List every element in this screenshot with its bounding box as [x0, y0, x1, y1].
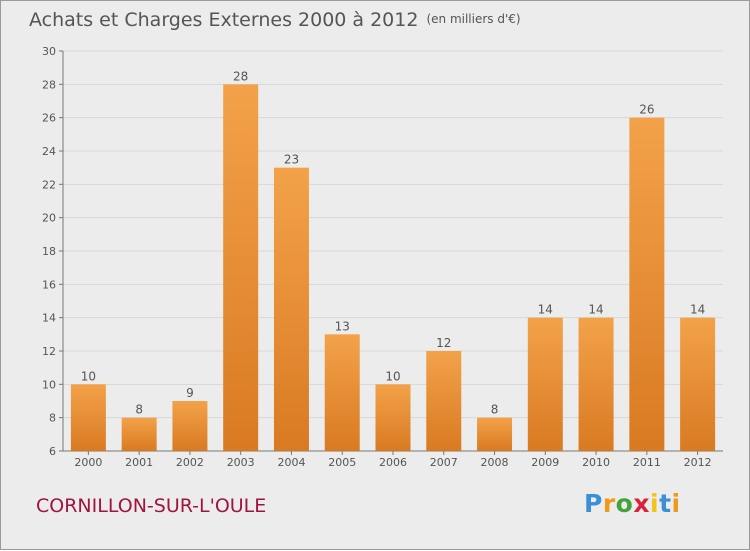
bar-2002 [172, 401, 208, 451]
proxiti-logo: Proxiti [584, 489, 681, 518]
data-label: 8 [491, 403, 499, 417]
data-label: 10 [385, 369, 400, 383]
logo-letter: i [650, 489, 660, 518]
logo-letter: x [633, 489, 650, 518]
x-tick-label: 2005 [328, 456, 356, 469]
y-tick-label: 28 [42, 78, 56, 91]
y-tick-label: 10 [42, 378, 56, 391]
bar-2008 [477, 417, 513, 451]
data-label: 9 [186, 386, 194, 400]
x-tick-label: 2000 [74, 456, 102, 469]
logo-letter: P [584, 489, 603, 518]
bar-2012 [680, 317, 716, 451]
data-label: 14 [538, 303, 553, 317]
logo-letter: r [602, 489, 616, 518]
bar-2011 [629, 117, 665, 452]
bars [70, 84, 716, 452]
x-tick-label: 2010 [582, 456, 610, 469]
y-tick-label: 6 [49, 445, 56, 458]
bar-2009 [527, 317, 563, 451]
logo-letter: t [659, 489, 672, 518]
data-label: 10 [81, 369, 96, 383]
data-labels: 10 8 9 28 23 13 10 12 8 14 14 26 14 [81, 69, 706, 416]
x-tick-label: 2011 [633, 456, 661, 469]
bar-2001 [121, 417, 157, 451]
y-tick-label: 20 [42, 212, 56, 225]
x-tick-label: 2006 [379, 456, 407, 469]
y-tick-label: 24 [42, 145, 56, 158]
bar-2006 [375, 384, 411, 451]
data-label: 26 [639, 103, 654, 117]
y-tick-label: 22 [42, 178, 56, 191]
data-label: 8 [135, 403, 143, 417]
x-tick-label: 2002 [176, 456, 204, 469]
bar-2000 [70, 384, 106, 451]
chart-title: Achats et Charges Externes 2000 à 2012 (e… [29, 9, 521, 31]
bar-2005 [324, 334, 360, 451]
x-tick-label: 2009 [531, 456, 559, 469]
bar-2007 [426, 351, 462, 451]
x-tick-label: 2004 [277, 456, 305, 469]
y-tick-label: 16 [42, 278, 56, 291]
y-tick-label: 14 [42, 312, 56, 325]
x-tick-label: 2003 [227, 456, 255, 469]
data-label: 14 [588, 303, 603, 317]
x-tick-label: 2007 [430, 456, 458, 469]
y-tick-label: 30 [42, 45, 56, 58]
chart-title-text: Achats et Charges Externes 2000 à 2012 [29, 9, 419, 31]
data-label: 28 [233, 69, 248, 83]
x-tick-label: 2008 [481, 456, 509, 469]
data-label: 13 [335, 319, 350, 333]
bar-2010 [578, 317, 614, 451]
data-label: 12 [436, 336, 451, 350]
city-name: CORNILLON-SUR-L'OULE [36, 495, 267, 517]
y-tick-label: 18 [42, 245, 56, 258]
logo-letter: i [671, 489, 681, 518]
logo-letter: o [615, 489, 634, 518]
x-tick-label: 2001 [125, 456, 153, 469]
y-tick-label: 8 [49, 412, 56, 425]
y-tick-label: 12 [42, 345, 56, 358]
y-tick-label: 26 [42, 112, 56, 125]
x-tick-label: 2012 [684, 456, 712, 469]
bar-2004 [273, 167, 309, 451]
bar-2003 [223, 84, 259, 451]
data-label: 23 [284, 153, 299, 167]
data-label: 14 [690, 303, 705, 317]
chart-unit-label: (en milliers d'€) [426, 12, 521, 26]
